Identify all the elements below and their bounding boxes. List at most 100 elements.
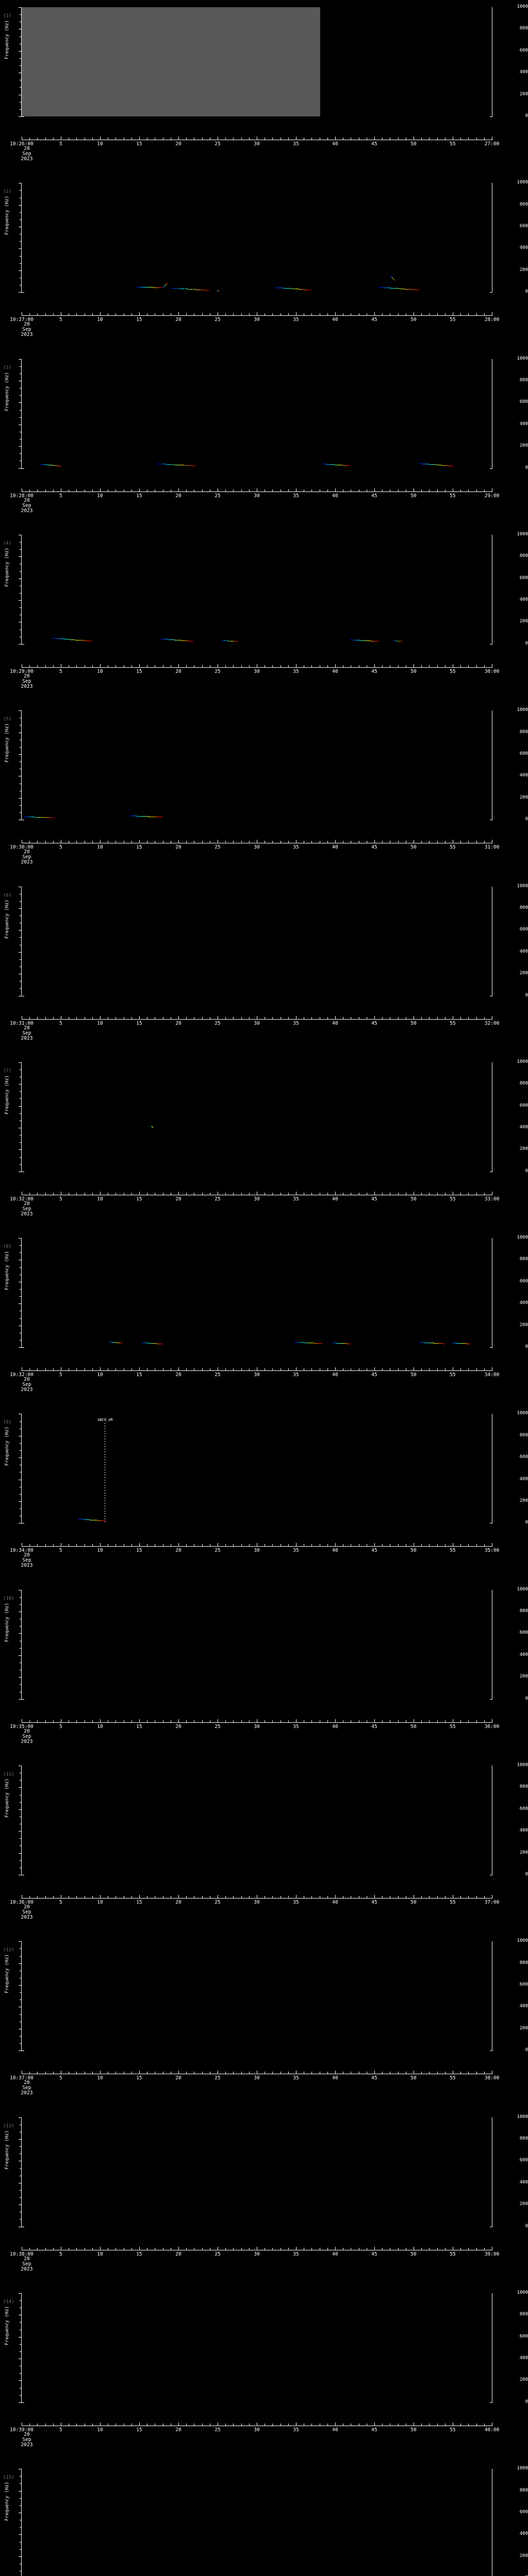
x-tick-minor (186, 1016, 187, 1019)
x-tick-minor (249, 2423, 250, 2426)
y-tick-minor (20, 1992, 22, 1993)
x-tick-minor (429, 2072, 430, 2074)
x-tick-minor (288, 1368, 289, 1371)
x-tick-minor (53, 2072, 54, 2074)
panel-index-label: (5) (3, 717, 12, 722)
x-tick-minor (468, 841, 469, 843)
x-tick-label: 40 (332, 1196, 338, 1202)
y-tick (19, 2380, 22, 2381)
x-tick-minor (53, 1544, 54, 1547)
x-tick (178, 488, 179, 492)
x-tick-minor (280, 313, 281, 316)
panel-index-label: (14) (3, 2299, 14, 2304)
x-tick-label: 35 (293, 1548, 299, 1554)
x-tick (335, 840, 336, 843)
x-tick-minor (484, 2247, 485, 2250)
x-tick-minor (29, 2247, 30, 2250)
x-tick-minor (476, 138, 477, 140)
x-tick-label: 20 (175, 493, 182, 499)
y-tick (19, 1347, 22, 1348)
x-tick-label: 35 (293, 493, 299, 499)
y-tick-label: 0 (525, 817, 528, 822)
x-tick-minor (29, 1368, 30, 1371)
x-tick-minor (398, 841, 399, 843)
x-tick-label: 20 (175, 1372, 182, 1378)
x-tick-minor (429, 313, 430, 316)
x-tick (100, 1895, 101, 1898)
y-tick (19, 754, 22, 755)
x-tick-label: 5 (59, 1548, 62, 1554)
x-tick-minor (484, 1016, 485, 1019)
x-tick-label: 15 (136, 141, 142, 147)
x-tick (374, 840, 375, 843)
x-tick-label: 45 (371, 2251, 377, 2257)
x-tick-minor (45, 1544, 46, 1547)
y-axis-line-left (21, 1414, 22, 1523)
x-tick-label: 55 (450, 2075, 456, 2081)
x-tick-label: 30 (254, 844, 260, 851)
x-tick-minor (45, 2423, 46, 2426)
x-tick-minor (327, 841, 328, 843)
x-tick-minor (186, 1192, 187, 1195)
x-tick-minor (225, 2247, 226, 2250)
x-tick-label: 20 (175, 1548, 182, 1554)
x-tick-minor (76, 665, 77, 667)
x-tick-minor (460, 2423, 461, 2426)
y-axis-line-left (21, 2469, 22, 2576)
x-tick-minor (280, 138, 281, 140)
x-tick-minor (272, 313, 273, 316)
x-tick-minor (476, 1192, 477, 1195)
x-tick-minor (29, 841, 30, 843)
x-tick-minor (37, 2072, 38, 2074)
x-tick-label: 35 (293, 2251, 299, 2257)
x-tick-minor (225, 1896, 226, 1898)
x-tick-minor (468, 1896, 469, 1898)
x-tick-label: 30 (254, 1372, 260, 1378)
x-tick-label: 40 (332, 141, 338, 147)
x-tick-minor (202, 313, 203, 316)
plot-area-1 (22, 7, 492, 116)
x-tick-minor (444, 1544, 446, 1547)
axis-cap (490, 116, 492, 117)
y-tick-label: 400 (519, 2179, 528, 2185)
x-tick-minor (233, 1016, 234, 1019)
x-tick-minor (476, 665, 477, 667)
y-tick-label: 400 (519, 1828, 528, 1834)
y-tick (19, 7, 22, 8)
x-tick-label: 15 (136, 317, 142, 323)
x-tick-minor (225, 138, 226, 140)
y-tick-minor (20, 1450, 22, 1451)
y-tick-minor (20, 592, 22, 594)
x-tick-minor (225, 489, 226, 492)
x-tick-minor (233, 1368, 234, 1371)
y-tick (19, 2534, 22, 2535)
x-tick-label: 50 (410, 668, 417, 674)
x-tick-label: 25 (214, 1723, 221, 1730)
x-tick-label: 10:26:00 (10, 141, 34, 147)
x-tick-minor (280, 2072, 281, 2074)
x-tick-label: 25 (214, 317, 221, 323)
x-tick-minor (429, 2423, 430, 2426)
y-tick-label: 0 (525, 465, 528, 470)
x-tick (335, 1719, 336, 1722)
x-tick-minor (202, 841, 203, 843)
x-tick-minor (92, 665, 93, 667)
y-tick-minor (20, 607, 22, 608)
x-tick-minor (249, 138, 250, 140)
x-tick-minor (53, 1016, 54, 1019)
x-tick-label: 15 (136, 1196, 142, 1202)
axis-cap (490, 643, 492, 645)
x-tick-minor (437, 1544, 438, 1547)
date-label-line: Sep (22, 1382, 31, 1388)
y-tick-label: 600 (519, 1982, 528, 1988)
x-tick-minor (280, 2247, 281, 2250)
x-tick-minor (476, 489, 477, 492)
x-tick-minor (280, 1368, 281, 1371)
x-tick-minor (76, 2247, 77, 2250)
y-axis-line-left (21, 534, 22, 644)
x-tick-minor (202, 2072, 203, 2074)
x-tick-minor (37, 665, 38, 667)
date-label-line: 20 (24, 673, 30, 679)
y-axis-title: Frequency (Hz) (5, 723, 10, 763)
x-tick-minor (327, 1016, 328, 1019)
